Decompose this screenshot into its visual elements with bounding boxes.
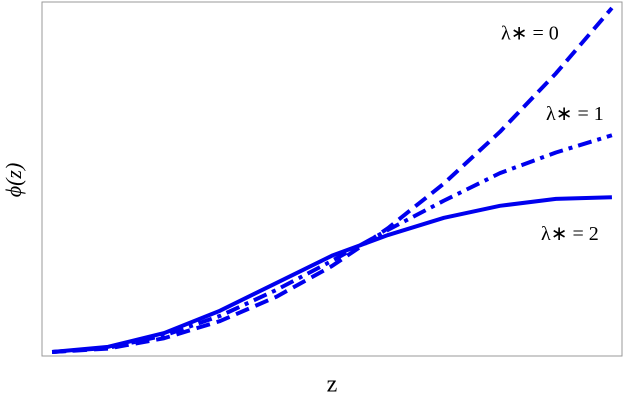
series-label: λ∗ = 1 xyxy=(546,103,604,125)
series-label: λ∗ = 0 xyxy=(501,23,559,45)
series-line xyxy=(51,6,614,355)
y-axis-label: ϕ(z) xyxy=(1,163,26,198)
plot-frame xyxy=(41,1,623,357)
series-line xyxy=(51,133,613,355)
series-line xyxy=(51,195,612,355)
series-label: λ∗ = 2 xyxy=(541,223,599,245)
x-axis-label: z xyxy=(327,372,338,398)
